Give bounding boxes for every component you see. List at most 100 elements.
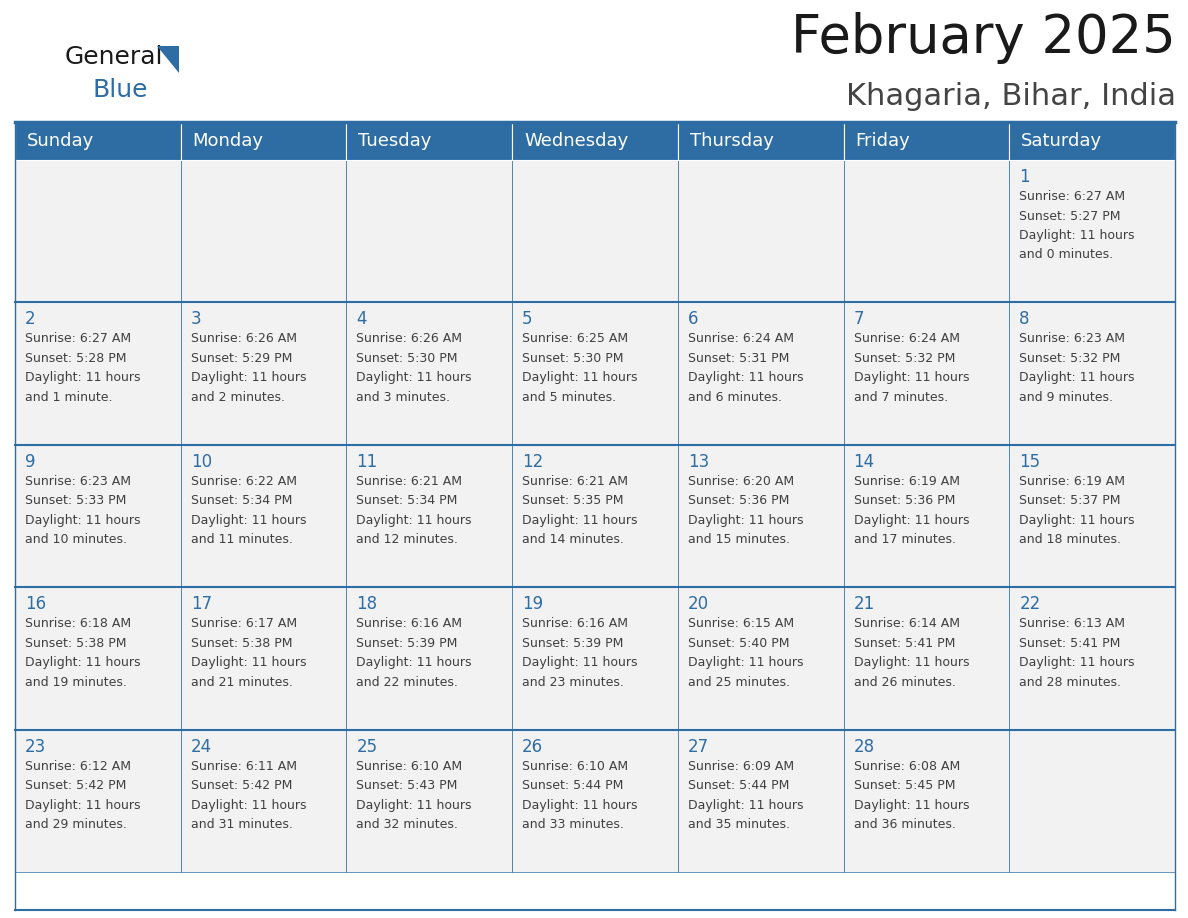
- Text: 25: 25: [356, 737, 378, 756]
- Text: and 28 minutes.: and 28 minutes.: [1019, 676, 1121, 688]
- Bar: [843, 122, 1010, 160]
- Text: Sunset: 5:45 PM: Sunset: 5:45 PM: [853, 779, 955, 792]
- Text: Daylight: 11 hours: Daylight: 11 hours: [25, 656, 140, 669]
- Text: and 9 minutes.: and 9 minutes.: [1019, 391, 1113, 404]
- Text: Daylight: 11 hours: Daylight: 11 hours: [853, 799, 969, 812]
- Bar: [15, 730, 181, 872]
- Text: Sunset: 5:36 PM: Sunset: 5:36 PM: [688, 494, 789, 508]
- Text: Sunset: 5:32 PM: Sunset: 5:32 PM: [853, 352, 955, 364]
- Text: and 26 minutes.: and 26 minutes.: [853, 676, 955, 688]
- Text: and 15 minutes.: and 15 minutes.: [688, 533, 790, 546]
- Text: Sunrise: 6:13 AM: Sunrise: 6:13 AM: [1019, 617, 1125, 630]
- Text: Sunset: 5:31 PM: Sunset: 5:31 PM: [688, 352, 789, 364]
- Bar: [15, 302, 181, 445]
- Text: 20: 20: [688, 595, 709, 613]
- Text: Sunset: 5:35 PM: Sunset: 5:35 PM: [523, 494, 624, 508]
- Text: Sunrise: 6:26 AM: Sunrise: 6:26 AM: [191, 332, 297, 345]
- Bar: [15, 160, 181, 302]
- Text: 6: 6: [688, 310, 699, 329]
- Text: Sunrise: 6:10 AM: Sunrise: 6:10 AM: [523, 759, 628, 773]
- Text: Daylight: 11 hours: Daylight: 11 hours: [191, 656, 307, 669]
- Bar: [843, 445, 1010, 588]
- Text: Sunset: 5:30 PM: Sunset: 5:30 PM: [356, 352, 457, 364]
- Text: 28: 28: [853, 737, 874, 756]
- Text: and 5 minutes.: and 5 minutes.: [523, 391, 617, 404]
- Text: and 3 minutes.: and 3 minutes.: [356, 391, 450, 404]
- Text: Daylight: 11 hours: Daylight: 11 hours: [25, 514, 140, 527]
- Text: Sunset: 5:38 PM: Sunset: 5:38 PM: [25, 637, 126, 650]
- Text: Sunrise: 6:21 AM: Sunrise: 6:21 AM: [356, 475, 462, 487]
- Text: Sunset: 5:38 PM: Sunset: 5:38 PM: [191, 637, 292, 650]
- Bar: [678, 730, 843, 872]
- Text: Sunset: 5:27 PM: Sunset: 5:27 PM: [1019, 209, 1120, 222]
- Text: Daylight: 11 hours: Daylight: 11 hours: [688, 372, 803, 385]
- Bar: [512, 122, 678, 160]
- Bar: [15, 445, 181, 588]
- Text: and 25 minutes.: and 25 minutes.: [688, 676, 790, 688]
- Text: Daylight: 11 hours: Daylight: 11 hours: [191, 514, 307, 527]
- Text: Daylight: 11 hours: Daylight: 11 hours: [523, 372, 638, 385]
- Text: Sunrise: 6:24 AM: Sunrise: 6:24 AM: [853, 332, 960, 345]
- Bar: [15, 122, 181, 160]
- Text: Daylight: 11 hours: Daylight: 11 hours: [1019, 656, 1135, 669]
- Bar: [181, 122, 347, 160]
- Text: Sunset: 5:37 PM: Sunset: 5:37 PM: [1019, 494, 1120, 508]
- Text: Saturday: Saturday: [1022, 132, 1102, 150]
- Bar: [1010, 160, 1175, 302]
- Text: 18: 18: [356, 595, 378, 613]
- Text: Daylight: 11 hours: Daylight: 11 hours: [356, 514, 472, 527]
- Text: 8: 8: [1019, 310, 1030, 329]
- Text: Daylight: 11 hours: Daylight: 11 hours: [1019, 229, 1135, 242]
- Bar: [678, 588, 843, 730]
- Text: 14: 14: [853, 453, 874, 471]
- Text: Sunset: 5:32 PM: Sunset: 5:32 PM: [1019, 352, 1120, 364]
- Text: 10: 10: [191, 453, 211, 471]
- Bar: [1010, 730, 1175, 872]
- Text: Daylight: 11 hours: Daylight: 11 hours: [1019, 372, 1135, 385]
- Text: Daylight: 11 hours: Daylight: 11 hours: [853, 514, 969, 527]
- Text: Daylight: 11 hours: Daylight: 11 hours: [191, 372, 307, 385]
- Text: Sunrise: 6:27 AM: Sunrise: 6:27 AM: [25, 332, 131, 345]
- Text: Sunday: Sunday: [27, 132, 94, 150]
- Bar: [678, 302, 843, 445]
- Text: Sunrise: 6:20 AM: Sunrise: 6:20 AM: [688, 475, 794, 487]
- Bar: [1010, 588, 1175, 730]
- Text: Sunrise: 6:09 AM: Sunrise: 6:09 AM: [688, 759, 794, 773]
- Bar: [181, 302, 347, 445]
- Bar: [512, 730, 678, 872]
- Text: Wednesday: Wednesday: [524, 132, 628, 150]
- Text: and 32 minutes.: and 32 minutes.: [356, 818, 459, 831]
- Text: Sunset: 5:44 PM: Sunset: 5:44 PM: [688, 779, 789, 792]
- Text: Sunset: 5:42 PM: Sunset: 5:42 PM: [25, 779, 126, 792]
- Text: 19: 19: [523, 595, 543, 613]
- Text: Sunrise: 6:17 AM: Sunrise: 6:17 AM: [191, 617, 297, 630]
- Bar: [843, 730, 1010, 872]
- Text: Sunrise: 6:14 AM: Sunrise: 6:14 AM: [853, 617, 960, 630]
- Text: Sunrise: 6:19 AM: Sunrise: 6:19 AM: [853, 475, 960, 487]
- Text: Daylight: 11 hours: Daylight: 11 hours: [191, 799, 307, 812]
- Text: 22: 22: [1019, 595, 1041, 613]
- Text: and 23 minutes.: and 23 minutes.: [523, 676, 624, 688]
- Text: Daylight: 11 hours: Daylight: 11 hours: [356, 372, 472, 385]
- Text: Sunrise: 6:27 AM: Sunrise: 6:27 AM: [1019, 190, 1125, 203]
- Text: and 21 minutes.: and 21 minutes.: [191, 676, 292, 688]
- Text: Daylight: 11 hours: Daylight: 11 hours: [356, 799, 472, 812]
- Text: Daylight: 11 hours: Daylight: 11 hours: [356, 656, 472, 669]
- Text: Sunset: 5:34 PM: Sunset: 5:34 PM: [356, 494, 457, 508]
- Text: and 33 minutes.: and 33 minutes.: [523, 818, 624, 831]
- Text: Sunrise: 6:25 AM: Sunrise: 6:25 AM: [523, 332, 628, 345]
- Text: Sunset: 5:39 PM: Sunset: 5:39 PM: [523, 637, 624, 650]
- Text: Sunset: 5:30 PM: Sunset: 5:30 PM: [523, 352, 624, 364]
- Text: and 14 minutes.: and 14 minutes.: [523, 533, 624, 546]
- Text: 24: 24: [191, 737, 211, 756]
- Bar: [347, 160, 512, 302]
- Text: Sunrise: 6:12 AM: Sunrise: 6:12 AM: [25, 759, 131, 773]
- Bar: [181, 730, 347, 872]
- Bar: [843, 302, 1010, 445]
- Text: Sunrise: 6:11 AM: Sunrise: 6:11 AM: [191, 759, 297, 773]
- Text: and 10 minutes.: and 10 minutes.: [25, 533, 127, 546]
- Text: Daylight: 11 hours: Daylight: 11 hours: [25, 799, 140, 812]
- Text: Sunrise: 6:19 AM: Sunrise: 6:19 AM: [1019, 475, 1125, 487]
- Text: Daylight: 11 hours: Daylight: 11 hours: [688, 799, 803, 812]
- Text: February 2025: February 2025: [791, 12, 1176, 64]
